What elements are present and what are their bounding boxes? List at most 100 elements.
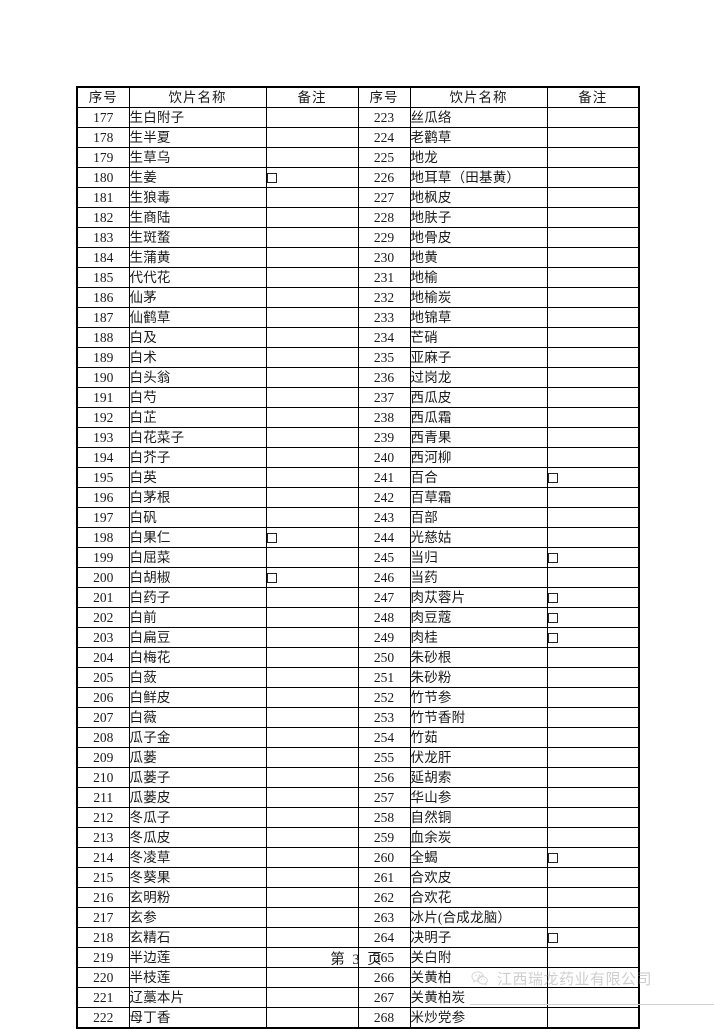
cell-name-left: 玄精石 bbox=[128, 927, 267, 948]
cell-note-right[interactable] bbox=[546, 927, 640, 948]
cell-name-right: 过岗龙 bbox=[409, 367, 548, 388]
cell-seq-right: 267 bbox=[357, 987, 411, 1008]
cell-name-left: 代代花 bbox=[128, 267, 267, 288]
cell-name-right: 竹节参 bbox=[409, 687, 548, 708]
table-row: 197 白矾 243 百部 bbox=[76, 507, 640, 528]
checkbox-marker[interactable] bbox=[548, 592, 558, 603]
cell-note-right bbox=[546, 567, 640, 588]
cell-note-right bbox=[546, 987, 640, 1008]
cell-note-right bbox=[546, 707, 640, 728]
checkbox-marker[interactable] bbox=[548, 852, 558, 863]
herb-list-table-wrapper: 序号 饮片名称 备注 序号 饮片名称 备注 177 生白附子 223 丝瓜络 178 生半… bbox=[76, 86, 640, 1029]
cell-seq-right: 248 bbox=[357, 607, 411, 628]
cell-name-right: 光慈姑 bbox=[409, 527, 548, 548]
cell-name-right: 老鹳草 bbox=[409, 127, 548, 148]
cell-seq-left: 217 bbox=[76, 907, 130, 928]
cell-note-left bbox=[265, 827, 359, 848]
cell-seq-left: 183 bbox=[76, 227, 130, 248]
cell-note-right bbox=[546, 347, 640, 368]
checkbox-marker[interactable] bbox=[548, 932, 558, 943]
cell-name-right: 西青果 bbox=[409, 427, 548, 448]
cell-note-right[interactable] bbox=[546, 627, 640, 648]
cell-note-right[interactable] bbox=[546, 587, 640, 608]
cell-name-left: 半枝莲 bbox=[128, 967, 267, 988]
table-row: 203 白扁豆 249 肉桂 bbox=[76, 627, 640, 648]
checkbox-marker[interactable] bbox=[267, 572, 277, 583]
cell-note-right bbox=[546, 687, 640, 708]
cell-name-left: 瓜蒌 bbox=[128, 747, 267, 768]
checkbox-marker[interactable] bbox=[267, 172, 277, 183]
cell-note-left bbox=[265, 327, 359, 348]
cell-seq-right: 243 bbox=[357, 507, 411, 528]
table-row: 202 白前 248 肉豆蔻 bbox=[76, 607, 640, 628]
cell-note-right bbox=[546, 327, 640, 348]
cell-note-left bbox=[265, 427, 359, 448]
cell-name-right: 合欢皮 bbox=[409, 867, 548, 888]
table-row: 193 白花菜子 239 西青果 bbox=[76, 427, 640, 448]
cell-seq-right: 229 bbox=[357, 227, 411, 248]
cell-note-right[interactable] bbox=[546, 467, 640, 488]
cell-seq-right: 256 bbox=[357, 767, 411, 788]
table-row: 205 白蔹 251 朱砂粉 bbox=[76, 667, 640, 688]
cell-note-left[interactable] bbox=[265, 567, 359, 588]
cell-seq-right: 249 bbox=[357, 627, 411, 648]
cell-name-right: 百合 bbox=[409, 467, 548, 488]
checkbox-marker[interactable] bbox=[267, 532, 277, 543]
table-row: 208 瓜子金 254 竹茹 bbox=[76, 727, 640, 748]
cell-name-right: 西瓜皮 bbox=[409, 387, 548, 408]
checkbox-marker[interactable] bbox=[548, 612, 558, 623]
table-row: 199 白屈菜 245 当归 bbox=[76, 547, 640, 568]
cell-name-left: 白扁豆 bbox=[128, 627, 267, 648]
table-row: 195 白英 241 百合 bbox=[76, 467, 640, 488]
table-row: 204 白梅花 250 朱砂根 bbox=[76, 647, 640, 668]
table-row: 217 玄参 263 冰片(合成龙脑） bbox=[76, 907, 640, 928]
cell-note-right bbox=[546, 647, 640, 668]
cell-name-right: 地榆炭 bbox=[409, 287, 548, 308]
cell-seq-left: 213 bbox=[76, 827, 130, 848]
cell-note-left bbox=[265, 607, 359, 628]
cell-name-right: 朱砂粉 bbox=[409, 667, 548, 688]
table-row: 213 冬瓜皮 259 血余炭 bbox=[76, 827, 640, 848]
cell-seq-left: 194 bbox=[76, 447, 130, 468]
cell-seq-left: 215 bbox=[76, 867, 130, 888]
cell-note-left bbox=[265, 767, 359, 788]
cell-note-right[interactable] bbox=[546, 547, 640, 568]
cell-name-left: 瓜蒌皮 bbox=[128, 787, 267, 808]
cell-name-right: 地锦草 bbox=[409, 307, 548, 328]
cell-note-right[interactable] bbox=[546, 847, 640, 868]
table-header-row: 序号 饮片名称 备注 序号 饮片名称 备注 bbox=[76, 86, 640, 108]
checkbox-marker[interactable] bbox=[548, 632, 558, 643]
table-row: 184 生蒲黄 230 地黄 bbox=[76, 247, 640, 268]
cell-seq-left: 189 bbox=[76, 347, 130, 368]
cell-name-left: 生斑蝥 bbox=[128, 227, 267, 248]
cell-name-left: 生草乌 bbox=[128, 147, 267, 168]
cell-seq-right: 252 bbox=[357, 687, 411, 708]
cell-seq-left: 185 bbox=[76, 267, 130, 288]
checkbox-marker[interactable] bbox=[548, 552, 558, 563]
table-row: 215 冬葵果 261 合欢皮 bbox=[76, 867, 640, 888]
cell-note-left bbox=[265, 587, 359, 608]
cell-seq-right: 245 bbox=[357, 547, 411, 568]
cell-seq-right: 235 bbox=[357, 347, 411, 368]
cell-note-right[interactable] bbox=[546, 607, 640, 628]
cell-seq-left: 221 bbox=[76, 987, 130, 1008]
cell-name-right: 地枫皮 bbox=[409, 187, 548, 208]
cell-note-left bbox=[265, 727, 359, 748]
cell-seq-right: 255 bbox=[357, 747, 411, 768]
cell-note-left bbox=[265, 887, 359, 908]
cell-name-right: 肉豆蔻 bbox=[409, 607, 548, 628]
checkbox-marker[interactable] bbox=[548, 472, 558, 483]
cell-note-left[interactable] bbox=[265, 167, 359, 188]
cell-name-left: 冬葵果 bbox=[128, 867, 267, 888]
herb-list-table: 序号 饮片名称 备注 序号 饮片名称 备注 177 生白附子 223 丝瓜络 178 生半… bbox=[76, 86, 640, 1029]
cell-seq-right: 228 bbox=[357, 207, 411, 228]
cell-name-right: 延胡索 bbox=[409, 767, 548, 788]
cell-seq-left: 199 bbox=[76, 547, 130, 568]
cell-note-left bbox=[265, 707, 359, 728]
cell-name-left: 生蒲黄 bbox=[128, 247, 267, 268]
cell-name-right: 西瓜霜 bbox=[409, 407, 548, 428]
cell-seq-left: 200 bbox=[76, 567, 130, 588]
cell-note-left[interactable] bbox=[265, 527, 359, 548]
cell-seq-left: 182 bbox=[76, 207, 130, 228]
